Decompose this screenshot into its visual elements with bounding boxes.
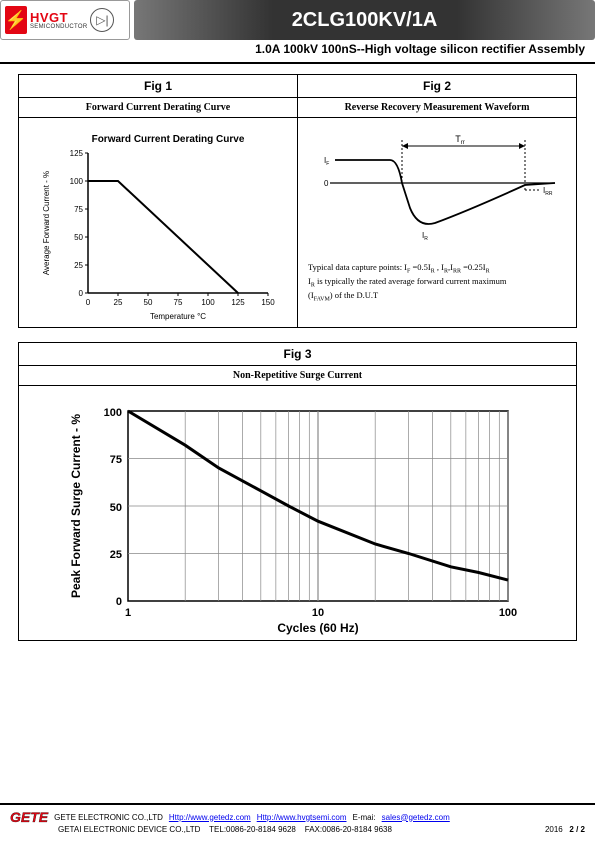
fig3-chart: 100 75 50 25 0 1 10 100 Cycles (60 Hz) P… (19, 386, 577, 641)
footer-company1: GETE ELECTRONIC CO.,LTD (54, 813, 163, 822)
svg-text:IF: IF (324, 156, 329, 167)
gete-logo: GETE (10, 809, 48, 825)
subtitle: 1.0A 100kV 100nS--High voltage silicon r… (0, 40, 595, 64)
derating-line (88, 181, 238, 293)
fig1-caption: Forward Current Derating Curve (19, 98, 298, 118)
svg-text:125: 125 (231, 298, 245, 307)
footer-email-label: E-mai: (353, 813, 376, 822)
fig12-table: Fig 1 Fig 2 Forward Current Derating Cur… (18, 74, 577, 328)
derating-chart: Forward Current Derating Curve 0 25 50 7… (33, 128, 283, 323)
fig3-table: Fig 3 Non-Repetitive Surge Current 100 7… (18, 342, 577, 641)
fig2-notes: Typical data capture points: IF =0.5IR ,… (302, 258, 572, 308)
fig2-caption: Reverse Recovery Measurement Waveform (298, 98, 577, 118)
chart1-ylabel: Average Forward Current - % (42, 171, 51, 275)
chart3-ylabel: Peak Forward Surge Current - % (69, 414, 83, 598)
fig1-label: Fig 1 (19, 75, 298, 98)
footer-url1[interactable]: Http://www.getedz.com (169, 813, 251, 822)
footer-page: 2 / 2 (569, 825, 585, 834)
waveform-curve (335, 160, 555, 224)
header: ⚡ HVGT SEMICONDUCTOR ▷| 2CLG100KV/1A (0, 0, 595, 40)
recovery-waveform: Trr IRR IF 0 IR (310, 128, 565, 258)
chart3-xlabel: Cycles (60 Hz) (277, 621, 358, 635)
svg-text:IRR: IRR (543, 186, 553, 197)
svg-text:25: 25 (74, 261, 83, 270)
svg-text:50: 50 (74, 233, 83, 242)
brand-logo: ⚡ HVGT SEMICONDUCTOR ▷| (0, 0, 130, 40)
brand-sub: SEMICONDUCTOR (30, 24, 87, 30)
fig3-caption: Non-Repetitive Surge Current (19, 366, 577, 386)
footer-url2[interactable]: Http://www.hvgtsemi.com (257, 813, 347, 822)
svg-text:100: 100 (103, 407, 121, 419)
svg-text:1: 1 (124, 607, 130, 619)
chart1-xlabel: Temperature °C (150, 312, 206, 321)
fig1-chart: Forward Current Derating Curve 0 25 50 7… (19, 118, 298, 328)
footer: GETE GETE ELECTRONIC CO.,LTD Http://www.… (0, 803, 595, 834)
svg-text:25: 25 (109, 549, 121, 561)
surge-chart: 100 75 50 25 0 1 10 100 Cycles (60 Hz) P… (58, 396, 538, 636)
svg-text:150: 150 (261, 298, 275, 307)
footer-company2: GETAI ELECTRONIC DEVICE CO.,LTD (58, 825, 200, 834)
bolt-icon: ⚡ (5, 6, 27, 34)
svg-text:75: 75 (74, 205, 83, 214)
svg-text:50: 50 (109, 502, 121, 514)
fig3-label: Fig 3 (19, 343, 577, 366)
svg-text:IR: IR (422, 231, 428, 242)
svg-text:Trr: Trr (455, 134, 465, 146)
svg-text:50: 50 (144, 298, 153, 307)
fig2-label: Fig 2 (298, 75, 577, 98)
diode-icon: ▷| (90, 8, 114, 32)
svg-text:0: 0 (115, 596, 121, 608)
svg-text:100: 100 (498, 607, 516, 619)
svg-text:0: 0 (86, 298, 91, 307)
content: Fig 1 Fig 2 Forward Current Derating Cur… (0, 64, 595, 665)
footer-year: 2016 (545, 825, 563, 834)
svg-text:100: 100 (70, 177, 84, 186)
footer-email[interactable]: sales@getedz.com (382, 813, 450, 822)
part-number: 2CLG100KV/1A (134, 0, 595, 40)
svg-text:0: 0 (324, 179, 329, 188)
footer-tel: TEL:0086-20-8184 9628 (209, 825, 296, 834)
svg-text:25: 25 (114, 298, 123, 307)
footer-fax: FAX:0086-20-8184 9638 (305, 825, 392, 834)
fig2-chart: Trr IRR IF 0 IR Typical data capture poi… (298, 118, 577, 328)
svg-text:10: 10 (311, 607, 323, 619)
svg-text:100: 100 (201, 298, 215, 307)
svg-text:75: 75 (109, 454, 121, 466)
svg-text:125: 125 (70, 149, 84, 158)
chart1-title: Forward Current Derating Curve (92, 134, 245, 145)
brand-name: HVGT (30, 11, 87, 24)
svg-text:75: 75 (174, 298, 183, 307)
svg-text:0: 0 (79, 289, 84, 298)
